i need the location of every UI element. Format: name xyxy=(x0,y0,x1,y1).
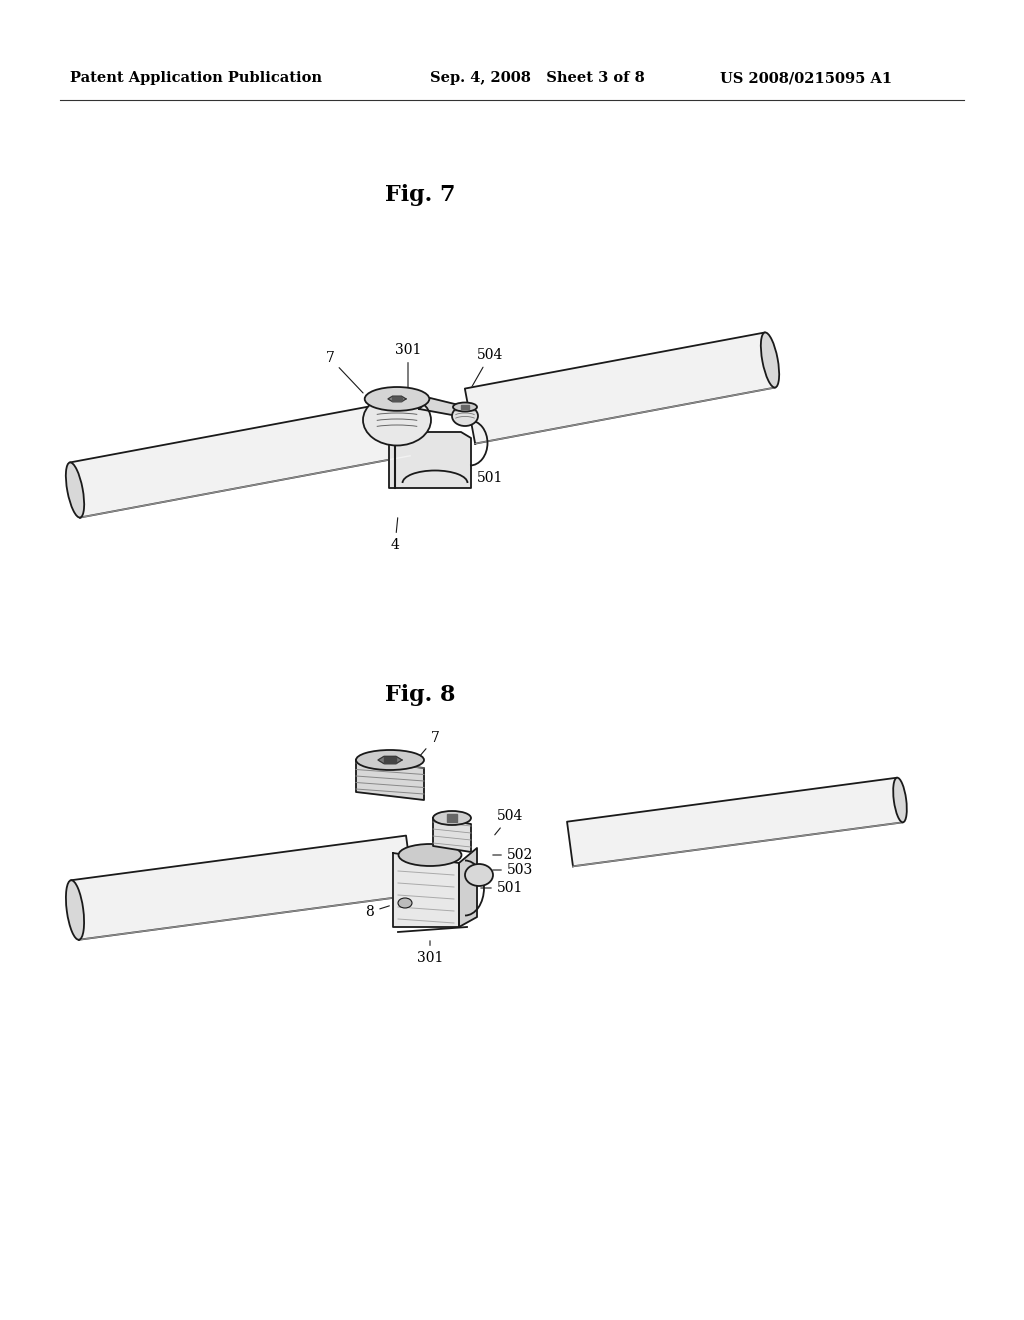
Polygon shape xyxy=(388,396,406,401)
Text: $d_1$: $d_1$ xyxy=(187,466,203,484)
Text: 502: 502 xyxy=(493,847,534,862)
Ellipse shape xyxy=(893,777,907,822)
Text: 501: 501 xyxy=(463,463,503,484)
Text: 7: 7 xyxy=(416,731,439,760)
Polygon shape xyxy=(356,760,424,800)
Ellipse shape xyxy=(453,403,477,412)
Polygon shape xyxy=(378,756,402,764)
Polygon shape xyxy=(71,836,414,940)
Polygon shape xyxy=(70,401,411,517)
Polygon shape xyxy=(419,399,467,414)
Text: 301: 301 xyxy=(395,343,421,387)
Ellipse shape xyxy=(452,407,478,426)
Ellipse shape xyxy=(761,333,779,388)
Text: 504: 504 xyxy=(495,809,523,834)
Text: 503: 503 xyxy=(493,863,534,876)
Polygon shape xyxy=(392,397,402,401)
Ellipse shape xyxy=(362,395,431,446)
Polygon shape xyxy=(567,777,903,866)
Text: Fig. 7: Fig. 7 xyxy=(385,183,456,206)
Polygon shape xyxy=(384,756,396,763)
Text: 501: 501 xyxy=(481,880,523,895)
Text: 504: 504 xyxy=(471,348,503,388)
Ellipse shape xyxy=(465,865,493,886)
Ellipse shape xyxy=(66,880,84,940)
Text: 1: 1 xyxy=(95,467,133,517)
Ellipse shape xyxy=(66,462,84,517)
Polygon shape xyxy=(465,333,775,444)
Polygon shape xyxy=(393,853,459,927)
Polygon shape xyxy=(447,814,457,822)
Text: Fig. 8: Fig. 8 xyxy=(385,684,456,706)
Ellipse shape xyxy=(356,750,424,770)
Text: 7: 7 xyxy=(326,351,364,393)
Text: 1: 1 xyxy=(140,891,173,917)
Text: 4: 4 xyxy=(390,517,399,552)
Ellipse shape xyxy=(433,810,471,825)
Text: 301: 301 xyxy=(417,941,443,965)
Ellipse shape xyxy=(365,387,429,411)
Polygon shape xyxy=(461,405,469,409)
Polygon shape xyxy=(389,432,471,488)
Polygon shape xyxy=(433,818,471,851)
Text: US 2008/0215095 A1: US 2008/0215095 A1 xyxy=(720,71,892,84)
Text: 8: 8 xyxy=(366,906,389,919)
Text: $d_2$: $d_2$ xyxy=(672,376,688,393)
Polygon shape xyxy=(459,847,477,927)
Text: Patent Application Publication: Patent Application Publication xyxy=(70,71,322,84)
Text: 2: 2 xyxy=(702,351,750,378)
Ellipse shape xyxy=(398,898,412,908)
Text: Sep. 4, 2008   Sheet 3 of 8: Sep. 4, 2008 Sheet 3 of 8 xyxy=(430,71,645,84)
Text: 2: 2 xyxy=(763,801,805,817)
Ellipse shape xyxy=(398,843,462,866)
